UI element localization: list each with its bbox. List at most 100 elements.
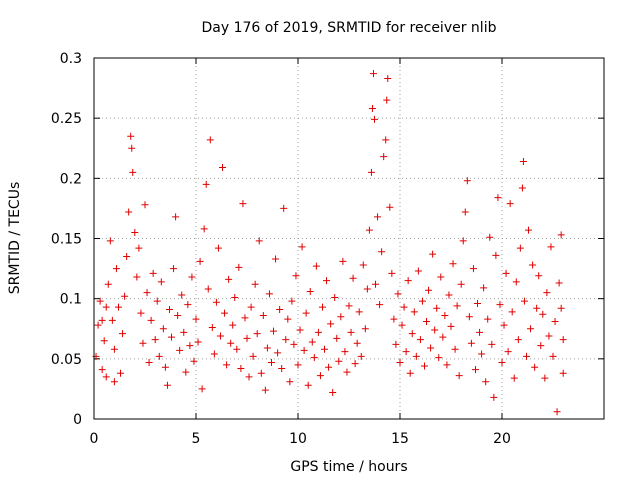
data-point [231, 293, 239, 301]
data-point [182, 368, 190, 376]
data-point [241, 314, 249, 322]
data-point [265, 290, 273, 298]
data-point [129, 168, 137, 176]
data-point [453, 302, 461, 310]
data-point [496, 301, 504, 309]
data-point [255, 237, 263, 245]
axis-ticks: 0 0.05 0.1 0.15 0.2 0.25 0.3 0 5 10 15 20 [51, 51, 604, 447]
data-point [327, 320, 335, 328]
data-point [555, 279, 563, 287]
data-point [318, 303, 326, 311]
data-point [121, 292, 129, 300]
data-point [304, 381, 312, 389]
data-point [388, 269, 396, 277]
data-point [198, 385, 206, 393]
data-point [247, 303, 255, 311]
data-point [216, 332, 224, 340]
data-point [478, 350, 486, 358]
data-point [547, 243, 555, 251]
data-point [535, 272, 543, 280]
data-point [135, 244, 143, 252]
x-tick-label: 20 [493, 431, 511, 447]
y-tick-label: 0.05 [51, 352, 82, 368]
data-point [427, 344, 435, 352]
data-point [235, 263, 243, 271]
data-point [390, 315, 398, 323]
data-point [192, 315, 200, 323]
data-point [331, 293, 339, 301]
data-point [149, 269, 157, 277]
data-point [341, 348, 349, 356]
data-point [537, 342, 545, 350]
data-point [437, 273, 445, 281]
data-point [312, 262, 320, 270]
data-point [400, 303, 408, 311]
data-point [163, 381, 171, 389]
data-point [112, 265, 120, 273]
data-point [286, 378, 294, 386]
data-point [557, 231, 565, 239]
data-point [461, 208, 469, 216]
data-point [559, 369, 567, 377]
data-point [504, 348, 512, 356]
data-point [272, 255, 280, 263]
data-point [186, 342, 194, 350]
data-point [368, 105, 376, 113]
data-point [308, 338, 316, 346]
data-point [127, 132, 135, 140]
data-point [408, 330, 416, 338]
data-point [410, 308, 418, 316]
data-point [480, 284, 488, 292]
data-point [443, 361, 451, 369]
data-point [383, 96, 391, 104]
data-point [145, 358, 153, 366]
chart-title: Day 176 of 2019, SRMTID for receiver nli… [202, 20, 497, 36]
data-point [508, 308, 516, 316]
data-point [257, 369, 265, 377]
data-point [447, 322, 455, 330]
data-point [516, 244, 524, 252]
data-point [306, 287, 314, 295]
data-point [274, 349, 282, 357]
data-point [425, 286, 433, 294]
data-point [531, 363, 539, 371]
data-point [339, 257, 347, 265]
data-point [96, 297, 104, 305]
data-point [363, 285, 371, 293]
data-point [518, 184, 526, 192]
data-point [94, 321, 102, 329]
data-point [488, 340, 496, 348]
data-point [110, 378, 118, 386]
data-point [284, 315, 292, 323]
data-point [212, 298, 220, 306]
data-point [219, 164, 227, 172]
data-point [98, 316, 106, 324]
data-point [551, 318, 559, 326]
data-point [321, 345, 329, 353]
data-point [423, 318, 431, 326]
data-point [243, 334, 251, 342]
data-point [249, 352, 257, 360]
data-point [392, 340, 400, 348]
data-point [459, 237, 467, 245]
data-point [522, 352, 530, 360]
data-point [335, 357, 343, 365]
data-point [365, 226, 373, 234]
x-axis-label: GPS time / hours [290, 459, 407, 475]
data-point [357, 352, 365, 360]
data-point [349, 274, 357, 282]
data-point [527, 325, 535, 333]
data-point [125, 208, 133, 216]
data-point [506, 200, 514, 208]
data-point [128, 144, 136, 152]
data-point [351, 360, 359, 368]
data-point [384, 74, 392, 82]
data-point [367, 168, 375, 176]
data-point [188, 273, 196, 281]
data-point [261, 386, 269, 394]
data-point [114, 303, 122, 311]
x-tick-label: 15 [391, 431, 409, 447]
y-tick-label: 0.1 [60, 292, 82, 308]
data-point [414, 267, 422, 275]
